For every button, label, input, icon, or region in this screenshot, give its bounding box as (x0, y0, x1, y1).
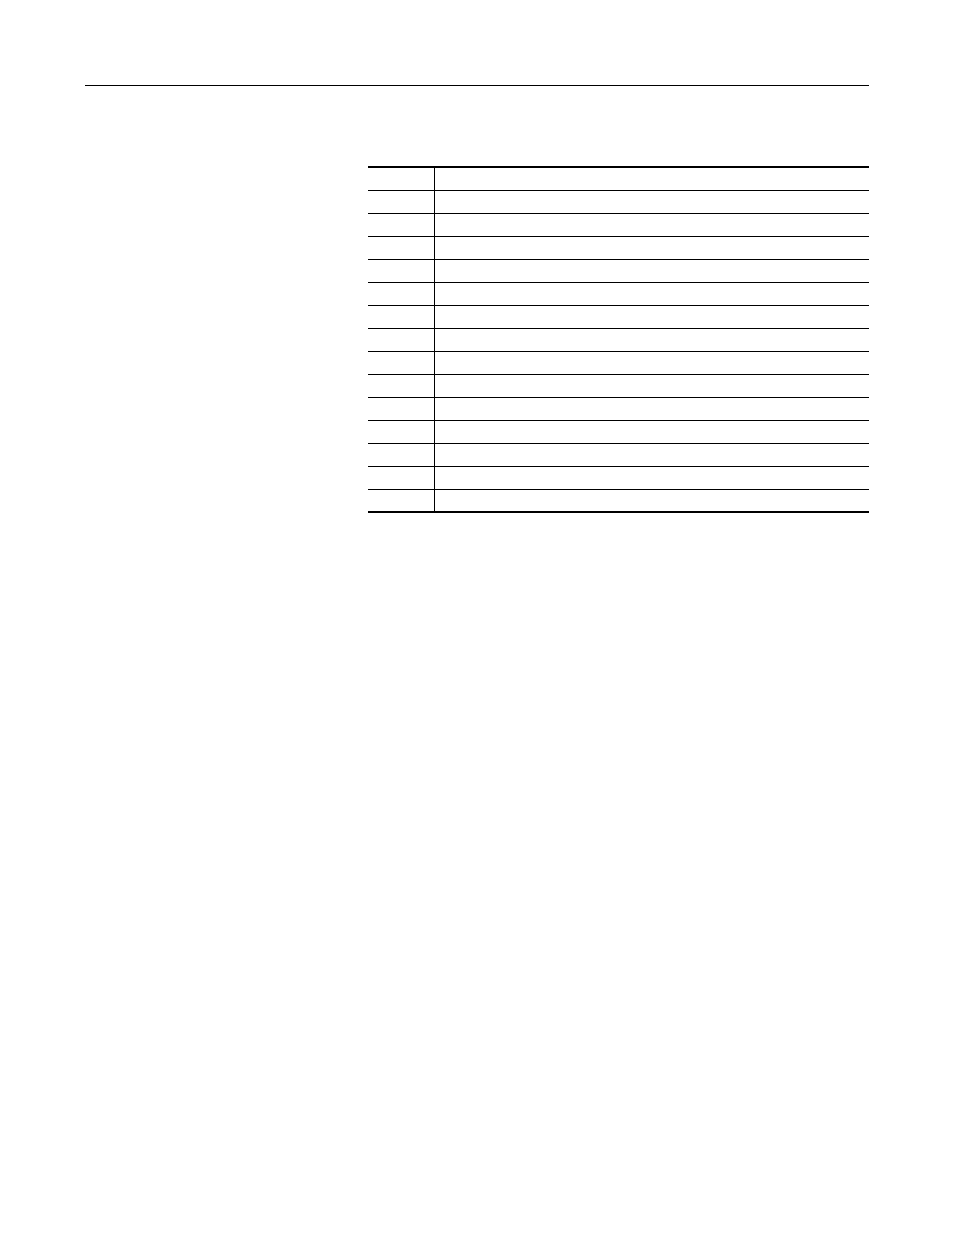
table-cell (434, 259, 869, 282)
table-cell (368, 282, 434, 305)
table-row (368, 374, 869, 397)
table-cell (368, 420, 434, 443)
table-row (368, 167, 869, 190)
table-body (368, 167, 869, 512)
table-row (368, 443, 869, 466)
table-cell (368, 213, 434, 236)
table-row (368, 305, 869, 328)
table-cell (368, 466, 434, 489)
table-cell (368, 489, 434, 512)
table-row (368, 420, 869, 443)
table-row (368, 351, 869, 374)
table-row (368, 190, 869, 213)
table-cell (434, 397, 869, 420)
table-row (368, 397, 869, 420)
table-row (368, 282, 869, 305)
table-cell (368, 305, 434, 328)
table-row (368, 489, 869, 512)
table-row (368, 213, 869, 236)
table-cell (434, 213, 869, 236)
table-row (368, 259, 869, 282)
table-cell (434, 190, 869, 213)
table-cell (434, 489, 869, 512)
table-cell (434, 351, 869, 374)
table-cell (368, 374, 434, 397)
table-cell (368, 397, 434, 420)
table-row (368, 328, 869, 351)
table-cell (434, 167, 869, 190)
table-cell (368, 259, 434, 282)
table-row (368, 236, 869, 259)
table-cell (368, 443, 434, 466)
table-cell (434, 236, 869, 259)
table-cell (434, 305, 869, 328)
table-cell (434, 420, 869, 443)
table-row (368, 466, 869, 489)
table-cell (368, 167, 434, 190)
table-cell (434, 466, 869, 489)
table-cell (368, 351, 434, 374)
table-cell (434, 374, 869, 397)
page (0, 0, 954, 1235)
table-cell (434, 443, 869, 466)
table-cell (434, 328, 869, 351)
table-cell (368, 328, 434, 351)
table-cell (368, 236, 434, 259)
table-cell (434, 282, 869, 305)
data-table (368, 166, 869, 513)
header-divider (85, 85, 869, 86)
table-cell (368, 190, 434, 213)
